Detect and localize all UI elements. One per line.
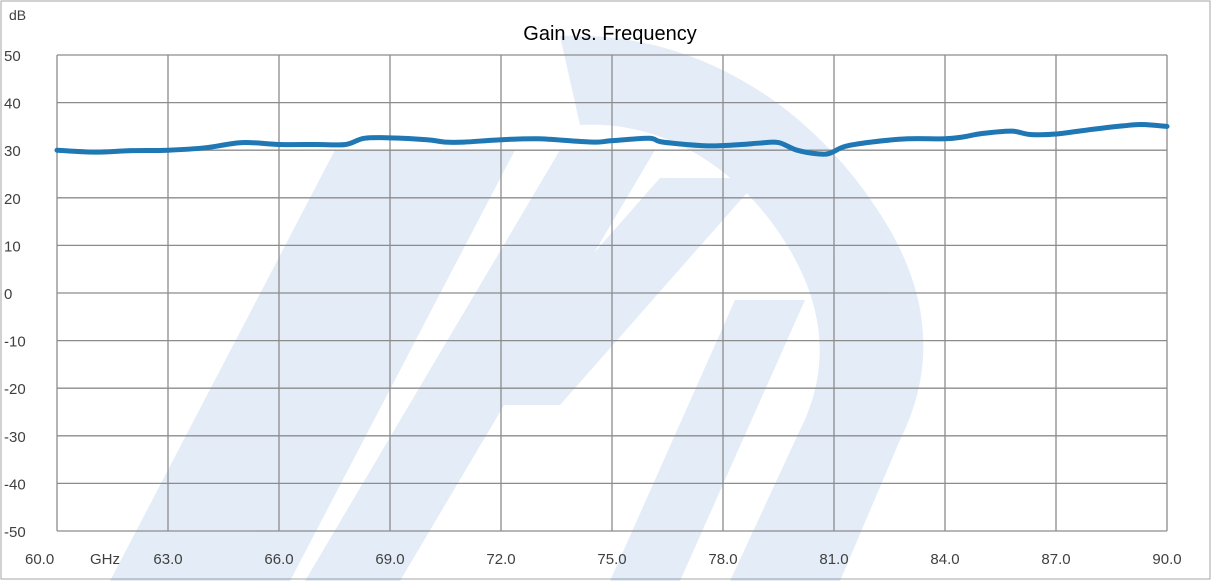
y-tick-label: 0 [4, 286, 12, 303]
gridlines [56, 54, 1168, 532]
x-tick-label: 66.0 [264, 551, 293, 568]
series-line [54, 121, 1170, 157]
x-tick-label: 87.0 [1041, 551, 1070, 568]
chart-title: Gain vs. Frequency [523, 23, 696, 45]
x-tick-label: 90.0 [1152, 551, 1181, 568]
y-axis-label: dB [9, 7, 26, 23]
y-tick-label: -10 [4, 334, 26, 351]
y-tick-label: 10 [4, 238, 21, 255]
y-tick-label: -30 [4, 429, 26, 446]
x-tick-label: 75.0 [597, 551, 626, 568]
series-layer [54, 121, 1170, 157]
y-tick-label: -20 [4, 381, 26, 398]
y-tick-label: 20 [4, 191, 21, 208]
y-tick-labels: 50 40 30 20 10 0 -10 -20 -30 -40 -50 [4, 48, 26, 541]
y-tick-label: 50 [4, 48, 21, 65]
y-tick-label: -50 [4, 524, 26, 541]
x-tick-label: 72.0 [486, 551, 515, 568]
x-tick-label: 84.0 [930, 551, 959, 568]
y-tick-label: -40 [4, 476, 26, 493]
x-tick-label: 81.0 [819, 551, 848, 568]
x-tick-label: 78.0 [708, 551, 737, 568]
x-tick-label: 69.0 [375, 551, 404, 568]
x-tick-label: 63.0 [153, 551, 182, 568]
watermark-logo [110, 35, 924, 581]
y-tick-label: 40 [4, 96, 21, 113]
x-tick-labels: 60.0 63.0 66.0 69.0 72.0 75.0 78.0 81.0 84.0 87.0… [25, 551, 1182, 568]
x-axis-label: GHz [90, 551, 120, 568]
x-tick-label: 60.0 [25, 551, 54, 568]
y-tick-label: 30 [4, 143, 21, 160]
